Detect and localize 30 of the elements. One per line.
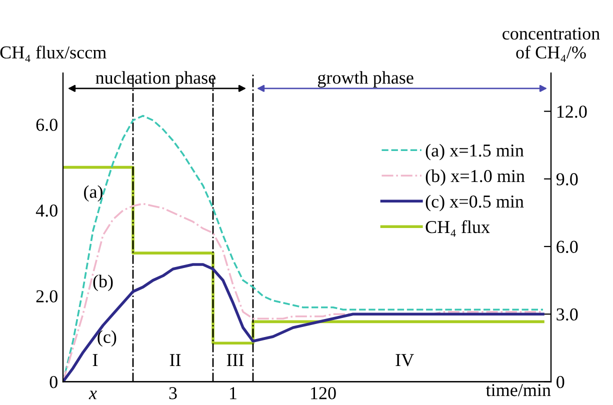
x-tick-label: x [88,390,97,400]
annotation: (b) [93,274,113,292]
x-axis-title: time/min [486,384,551,396]
x-tick-label: 3 [169,387,177,400]
annotation: (a) [84,185,102,202]
y2-tick-label: 6.0 [556,240,578,254]
y2-tick-label: 12.0 [557,106,587,118]
y2-axis-title: concentration of CH₄/% [502,28,600,62]
y2-tick-label: 9.0 [556,173,578,186]
legend-label: (b) x=1.0 min [426,169,525,186]
y-tick-label: 6.0 [36,118,58,131]
y2-tick-label: 0 [556,376,564,388]
annotation: III [226,354,244,366]
y-axis-title: CH₄ flux/sccm [0,46,106,62]
line-series [63,263,544,382]
y-tick-label: 2.0 [36,290,58,302]
y-tick-label: 4.0 [36,204,58,217]
x-tick-label: 1 [230,387,236,400]
annotation: nucleation phase [96,71,216,88]
annotation: (c) [98,330,116,347]
x-tick-label: 120 [311,387,336,400]
y2-tick-label: 3.0 [556,308,578,321]
legend-label: CH₄ flux [426,220,490,237]
annotation: growth phase [318,71,414,88]
annotation: I [92,354,98,366]
annotation: II [170,354,181,366]
y-tick-label: 0 [50,376,58,388]
annotation: IV [396,354,414,366]
legend-label: (c) x=0.5 min [426,194,524,212]
legend-label: (a) x=1.5 min [426,144,524,160]
